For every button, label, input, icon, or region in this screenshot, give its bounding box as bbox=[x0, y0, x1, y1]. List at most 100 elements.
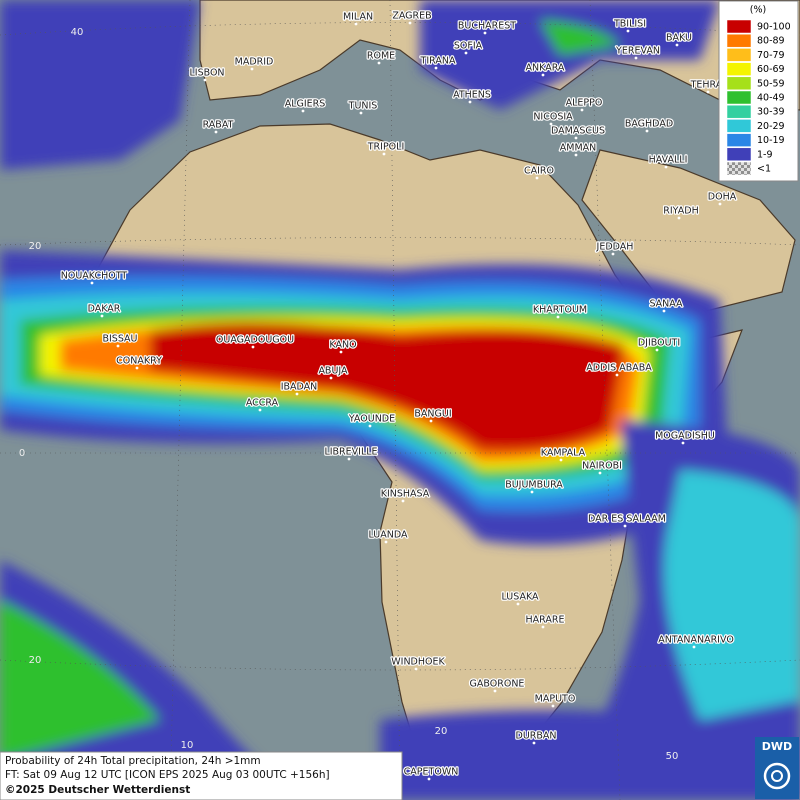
legend-label: <1 bbox=[757, 164, 771, 175]
city-label: ANTANANARIVO bbox=[658, 635, 734, 646]
legend-title: (%) bbox=[750, 5, 766, 16]
city-label: LUSAKA bbox=[501, 592, 539, 603]
legend-label: 10-19 bbox=[757, 135, 785, 146]
city-dot bbox=[675, 43, 679, 47]
grid-label: 20 bbox=[29, 655, 42, 666]
city-dot bbox=[574, 153, 578, 157]
city-dot bbox=[382, 152, 386, 156]
logo-swirl bbox=[763, 762, 791, 790]
legend-label: 70-79 bbox=[757, 50, 785, 61]
legend: (%) 90-100 80-89 70-79 60-69 50-59 40-49 30-39… bbox=[718, 0, 799, 182]
city-dot bbox=[414, 667, 418, 671]
city-label: DAKAR bbox=[88, 304, 121, 315]
legend-label: 90-100 bbox=[757, 22, 791, 33]
city-dot bbox=[662, 309, 666, 313]
city-dot bbox=[354, 22, 358, 26]
city-dot bbox=[556, 315, 560, 319]
city-label: KINSHASA bbox=[381, 489, 430, 500]
city-label: DOHA bbox=[708, 192, 737, 203]
city-label: GABORONE bbox=[470, 679, 525, 690]
city-label: SANAA bbox=[649, 299, 683, 310]
city-dot bbox=[655, 348, 659, 352]
grid-label: 50 bbox=[666, 751, 679, 762]
city-dot bbox=[626, 29, 630, 33]
city-dot bbox=[549, 122, 553, 126]
city-dot bbox=[541, 625, 545, 629]
legend-swatch bbox=[726, 119, 752, 133]
city-label: KHARTOUM bbox=[533, 305, 587, 316]
city-label: IBADAN bbox=[281, 382, 318, 393]
city-dot bbox=[535, 176, 539, 180]
city-dot bbox=[681, 441, 685, 445]
city-label: MAPUTO bbox=[535, 694, 576, 705]
info-forecast: FT: Sat 09 Aug 12 UTC [ICON EPS 2025 Aug… bbox=[5, 769, 330, 781]
city-label: RABAT bbox=[203, 120, 234, 131]
city-dot bbox=[559, 458, 563, 462]
city-dot bbox=[135, 366, 139, 370]
city-label: MILAN bbox=[343, 12, 373, 23]
city-label: ANKARA bbox=[526, 63, 565, 74]
city-dot bbox=[464, 51, 468, 55]
city-label: YEREVAN bbox=[615, 46, 660, 57]
legend-swatch bbox=[726, 62, 752, 76]
city-label: DJIBOUTI bbox=[638, 338, 680, 349]
city-label: ROME bbox=[367, 51, 395, 62]
legend-label: 1-9 bbox=[757, 149, 773, 160]
city-dot bbox=[368, 424, 372, 428]
legend-label: 20-29 bbox=[757, 121, 785, 132]
city-dot bbox=[408, 21, 412, 25]
city-dot bbox=[551, 704, 555, 708]
city-label: AMMAN bbox=[560, 143, 597, 154]
city-label: WINDHOEK bbox=[391, 657, 445, 668]
city-dot bbox=[295, 392, 299, 396]
city-dot bbox=[90, 281, 94, 285]
city-dot bbox=[359, 111, 363, 115]
city-label: BISSAU bbox=[102, 334, 137, 345]
info-box bbox=[0, 751, 403, 800]
city-label: HARARE bbox=[526, 615, 565, 626]
city-label: BAGHDAD bbox=[625, 119, 673, 130]
city-dot bbox=[214, 130, 218, 134]
city-label: KANO bbox=[329, 340, 356, 351]
city-dot bbox=[692, 645, 696, 649]
city-label: CAIRO bbox=[524, 166, 554, 177]
city-label: ACCRA bbox=[246, 398, 279, 409]
city-dot bbox=[468, 100, 472, 104]
city-label: TIRANA bbox=[420, 56, 456, 67]
city-label: TRIPOLI bbox=[367, 142, 405, 153]
city-label: CONAKRY bbox=[116, 356, 162, 367]
city-label: NICOSIA bbox=[533, 112, 573, 123]
city-label: NAIROBI bbox=[582, 461, 622, 472]
city-dot bbox=[329, 376, 333, 380]
city-dot bbox=[401, 499, 405, 503]
city-dot bbox=[251, 345, 255, 349]
city-label: ADDIS ABABA bbox=[586, 363, 652, 374]
city-label: TUNIS bbox=[348, 101, 378, 112]
info-copyright: ©2025 Deutscher Wetterdienst bbox=[5, 784, 190, 796]
city-dot bbox=[541, 73, 545, 77]
grid-label: 0 bbox=[19, 448, 25, 459]
legend-swatch bbox=[726, 33, 752, 48]
grid-label: 40 bbox=[71, 27, 84, 38]
city-label: MOGADISHU bbox=[655, 431, 715, 442]
city-dot bbox=[483, 31, 487, 35]
city-label: HAVALLI bbox=[649, 155, 688, 166]
city-label: DAMASCUS bbox=[551, 126, 605, 137]
city-label: LIBREVILLE bbox=[324, 447, 377, 458]
city-label: NOUAKCHOTT bbox=[61, 271, 128, 282]
legend-label: 40-49 bbox=[757, 93, 785, 104]
city-dot bbox=[718, 202, 722, 206]
city-dot bbox=[530, 490, 534, 494]
legend-label: 50-59 bbox=[757, 78, 785, 89]
city-label: BUJUMBURA bbox=[505, 480, 563, 491]
city-label: YAOUNDE bbox=[348, 414, 395, 425]
city-label: BUCHAREST bbox=[458, 21, 516, 32]
city-label: DURBAN bbox=[516, 731, 557, 742]
city-label: ATHENS bbox=[453, 90, 491, 101]
city-label: ZAGREB bbox=[392, 11, 431, 22]
city-label: SOFIA bbox=[454, 41, 483, 52]
info-title: Probability of 24h Total precipitation, … bbox=[5, 755, 261, 767]
grid-label: 20 bbox=[29, 241, 42, 252]
city-dot bbox=[706, 90, 710, 94]
